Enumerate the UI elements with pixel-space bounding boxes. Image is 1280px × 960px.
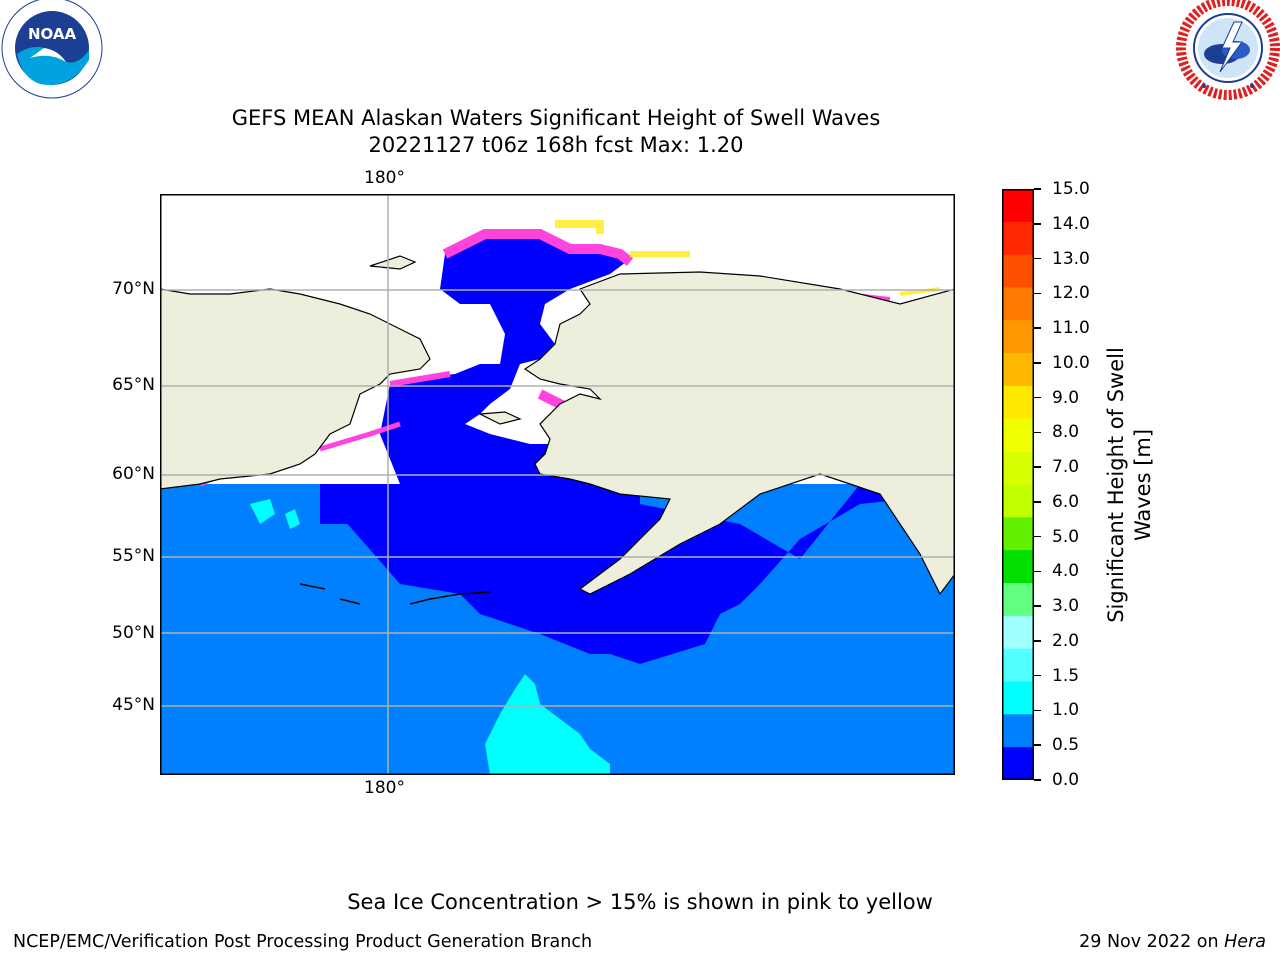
colorbar-tick-label: 11.0 xyxy=(1052,318,1090,339)
aleutian-islands xyxy=(409,591,491,605)
colorbar-tick-label: 2.0 xyxy=(1052,630,1080,651)
colorbar-tick-label: 6.0 xyxy=(1052,491,1080,512)
lat-label-60: 60°N xyxy=(112,464,155,484)
colorbar-tick-mark xyxy=(1034,327,1041,329)
colorbar-swatch xyxy=(1002,484,1034,518)
colorbar-tick-mark xyxy=(1034,640,1041,642)
noaa-logo-text: NOAA xyxy=(28,25,77,43)
colorbar-tick-mark xyxy=(1034,535,1041,538)
lat-label-65: 65°N xyxy=(112,375,155,395)
colorbar-swatch xyxy=(1002,517,1034,551)
colorbar-tick-label: 0.5 xyxy=(1052,735,1080,756)
colorbar-tick-label: 9.0 xyxy=(1052,387,1080,408)
nws-logo xyxy=(1176,0,1280,100)
colorbar-tick-label: 5.0 xyxy=(1052,526,1080,547)
lon-label-bottom: 180° xyxy=(364,778,405,798)
colorbar-tick-label: 15.0 xyxy=(1052,179,1090,199)
colorbar-swatch xyxy=(1002,287,1034,321)
footer-date: 29 Nov 2022 on Hera xyxy=(1079,932,1266,952)
colorbar-tick-mark xyxy=(1034,431,1041,434)
colorbar-swatch xyxy=(1002,418,1034,453)
colorbar-swatch xyxy=(1002,714,1034,748)
alaska-land xyxy=(523,271,956,596)
footer-branch: NCEP/EMC/Verification Post Processing Pr… xyxy=(13,932,593,952)
colorbar-tick-mark xyxy=(1034,779,1041,781)
chart-title: GEFS MEAN Alaskan Waters Significant Hei… xyxy=(231,106,881,130)
lat-label-70: 70°N xyxy=(112,279,155,299)
wrangel-island xyxy=(369,255,417,270)
colorbar-tick-label: 1.0 xyxy=(1052,700,1080,721)
colorbar-swatch xyxy=(1002,254,1034,288)
footer-host: Hera xyxy=(1224,932,1266,952)
colorbar-swatch xyxy=(1002,747,1034,781)
colorbar-tick-label: 10.0 xyxy=(1052,352,1090,373)
noaa-logo: NOAA xyxy=(0,0,106,100)
colorbar-tick-label: 7.0 xyxy=(1052,457,1080,478)
colorbar-tick-mark xyxy=(1034,709,1041,712)
graticule xyxy=(160,194,955,775)
colorbar-tick-mark xyxy=(1034,570,1041,573)
st-lawrence-island xyxy=(477,411,522,425)
colorbar-tick-mark xyxy=(1034,223,1041,225)
sea-ice-note: Sea Ice Concentration > 15% is shown in … xyxy=(347,890,933,914)
colorbar-tick-mark xyxy=(1034,466,1041,468)
colorbar-swatch xyxy=(1002,386,1034,420)
colorbar-tick-label: 3.0 xyxy=(1052,596,1080,617)
lat-label-45: 45°N xyxy=(112,695,155,715)
colorbar-swatch xyxy=(1002,189,1034,223)
colorbar-tick-mark xyxy=(1034,396,1041,399)
colorbar-swatch xyxy=(1002,583,1034,617)
colorbar-swatch xyxy=(1002,353,1034,387)
colorbar-tick-mark xyxy=(1034,674,1041,677)
colorbar-swatch xyxy=(1002,550,1034,584)
colorbar-tick-mark xyxy=(1034,605,1041,607)
colorbar-tick-mark xyxy=(1034,362,1041,364)
colorbar xyxy=(1002,189,1034,781)
colorbar-tick-label: 0.0 xyxy=(1052,770,1080,790)
colorbar-tick-mark xyxy=(1034,257,1041,260)
colorbar-tick-label: 14.0 xyxy=(1052,213,1090,234)
map-canvas xyxy=(159,194,956,775)
lat-label-55: 55°N xyxy=(112,546,155,566)
chukchi-low-swell xyxy=(380,234,630,484)
colorbar-swatch xyxy=(1002,221,1034,256)
colorbar-tick-label: 12.0 xyxy=(1052,283,1090,304)
colorbar-label: Significant Height of Swell Waves [m] xyxy=(1104,347,1155,623)
lat-label-50: 50°N xyxy=(112,623,155,643)
colorbar-swatch xyxy=(1002,615,1034,650)
colorbar-swatch xyxy=(1002,681,1034,715)
colorbar-tick-label: 13.0 xyxy=(1052,248,1090,269)
colorbar-tick-label: 4.0 xyxy=(1052,561,1080,582)
colorbar-tick-mark xyxy=(1034,501,1041,503)
colorbar-swatch xyxy=(1002,451,1034,485)
map-panel xyxy=(159,194,956,775)
chart-subtitle: 20221127 t06z 168h fcst Max: 1.20 xyxy=(368,133,744,157)
colorbar-tick-label: 8.0 xyxy=(1052,422,1080,443)
colorbar-tick-label: 1.5 xyxy=(1052,665,1080,686)
colorbar-tick-mark xyxy=(1034,292,1041,295)
colorbar-tick-mark xyxy=(1034,744,1041,746)
lon-label-top: 180° xyxy=(364,168,405,188)
high-swell-patch xyxy=(485,674,610,775)
colorbar-swatch xyxy=(1002,320,1034,354)
colorbar-tick-mark xyxy=(1034,188,1041,190)
low-swell-region xyxy=(320,484,955,664)
colorbar-swatch xyxy=(1002,648,1034,682)
